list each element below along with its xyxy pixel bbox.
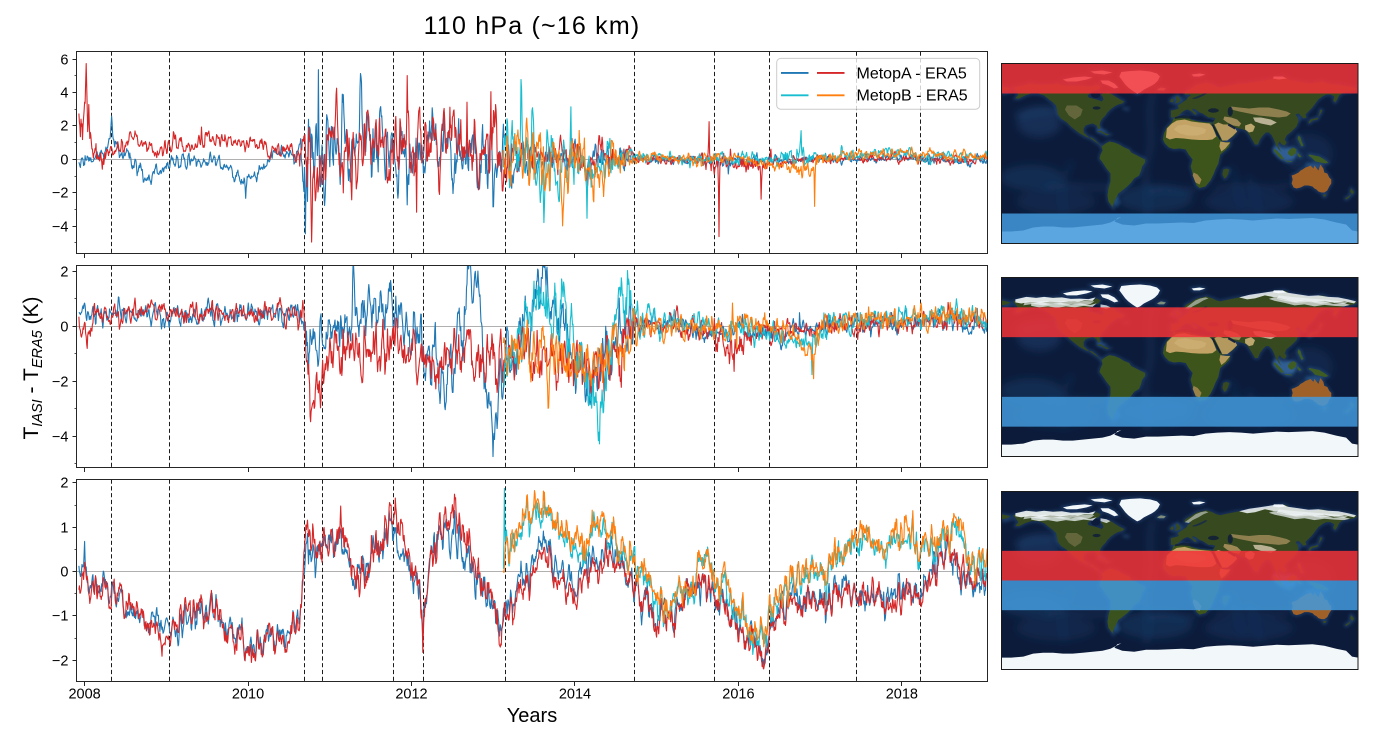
svg-text:6: 6	[60, 53, 68, 69]
svg-text:−4: −4	[52, 430, 69, 446]
svg-text:0: 0	[60, 153, 68, 169]
svg-text:2016: 2016	[722, 687, 754, 703]
svg-text:0: 0	[60, 320, 68, 336]
svg-text:2010: 2010	[232, 687, 264, 703]
svg-text:110 hPa (~16 km): 110 hPa (~16 km)	[424, 12, 641, 40]
svg-text:−4: −4	[52, 220, 69, 236]
svg-text:2014: 2014	[559, 687, 591, 703]
svg-text:4: 4	[60, 86, 68, 102]
svg-text:MetopB - ERA5: MetopB - ERA5	[857, 88, 968, 105]
svg-text:−2: −2	[52, 375, 69, 391]
svg-text:2012: 2012	[395, 687, 427, 703]
svg-text:2008: 2008	[68, 687, 100, 703]
svg-text:Years: Years	[507, 705, 557, 727]
svg-text:−1: −1	[52, 609, 69, 625]
svg-text:2018: 2018	[886, 687, 918, 703]
svg-text:0: 0	[60, 565, 68, 581]
svg-text:−2: −2	[52, 654, 69, 670]
svg-text:1: 1	[60, 521, 68, 537]
svg-text:−2: −2	[52, 186, 69, 202]
svg-text:2: 2	[60, 476, 68, 492]
svg-text:2: 2	[60, 119, 68, 135]
svg-text:MetopA - ERA5: MetopA - ERA5	[857, 65, 967, 82]
svg-text:2: 2	[60, 265, 68, 281]
